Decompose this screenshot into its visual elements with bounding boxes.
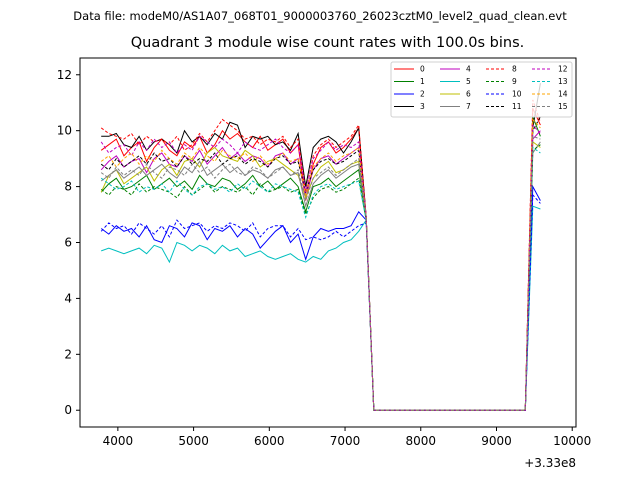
x-tick-label: 8000 xyxy=(405,434,436,448)
figure-suptitle: Data file: modeM0/AS1A07_068T01_90000037… xyxy=(73,9,567,23)
y-tick-label: 2 xyxy=(64,347,72,361)
legend-label: 14 xyxy=(558,90,568,99)
x-tick-label: 6000 xyxy=(254,434,285,448)
series-line-14 xyxy=(100,118,541,411)
x-axis: 4000 5000 6000 7000 8000 9000 10000 xyxy=(103,427,591,448)
legend-label: 11 xyxy=(512,102,522,111)
legend-label: 0 xyxy=(420,65,425,74)
legend-label: 2 xyxy=(420,90,425,99)
plot-lines xyxy=(100,83,541,411)
x-tick-label: 5000 xyxy=(178,434,209,448)
series-line-10 xyxy=(100,193,541,411)
legend-box xyxy=(390,61,573,118)
series-line-2 xyxy=(100,184,541,411)
x-offset-label: +3.33e8 xyxy=(524,456,576,470)
legend-label: 4 xyxy=(466,65,471,74)
series-line-7 xyxy=(100,141,541,411)
chart-title: Quadrant 3 module wise count rates with … xyxy=(130,35,525,51)
legend-label: 7 xyxy=(466,102,471,111)
y-tick-label: 8 xyxy=(64,180,72,194)
y-tick-label: 12 xyxy=(57,68,72,82)
x-tick-label: 9000 xyxy=(481,434,512,448)
x-tick-label: 10000 xyxy=(553,434,591,448)
y-tick-label: 0 xyxy=(64,403,72,417)
y-tick-label: 6 xyxy=(64,236,72,250)
series-line-12 xyxy=(100,123,541,411)
legend-label: 6 xyxy=(466,90,471,99)
legend-label: 8 xyxy=(512,65,517,74)
y-axis: 0 2 4 6 8 10 12 xyxy=(57,68,80,417)
series-line-6 xyxy=(100,140,541,411)
series-line-3 xyxy=(101,83,541,411)
series-line-15 xyxy=(100,135,541,411)
x-tick-label: 7000 xyxy=(330,434,361,448)
legend-label: 3 xyxy=(420,102,425,111)
legend-label: 10 xyxy=(512,90,522,99)
y-tick-label: 10 xyxy=(57,124,72,138)
legend-label: 12 xyxy=(558,65,568,74)
legend-label: 13 xyxy=(558,77,568,86)
legend-label: 9 xyxy=(512,77,517,86)
series-line-13 xyxy=(100,146,541,411)
legend-label: 1 xyxy=(420,77,425,86)
legend-label: 5 xyxy=(466,77,471,86)
series-line-5 xyxy=(101,205,541,411)
series-line-9 xyxy=(100,144,541,411)
x-tick-label: 4000 xyxy=(103,434,134,448)
y-tick-label: 4 xyxy=(64,291,72,305)
legend-label: 15 xyxy=(558,102,568,111)
